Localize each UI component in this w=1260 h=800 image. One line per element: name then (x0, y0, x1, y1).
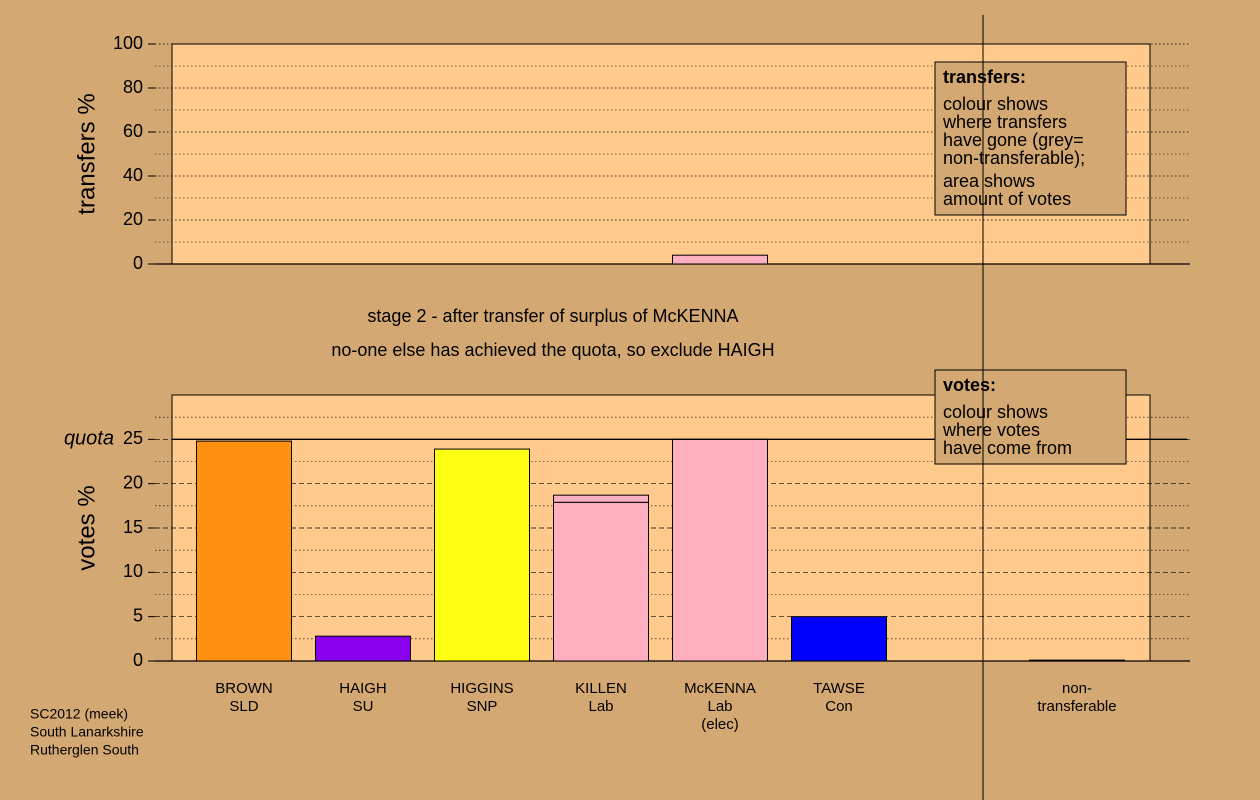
note-text: colour shows (943, 402, 1048, 422)
note-text: have gone (grey= (943, 130, 1084, 150)
bar (315, 635, 411, 662)
x-tick-label: McKENNA (684, 680, 756, 697)
x-tick-label: non- (1062, 680, 1092, 697)
x-tick-label: Lab (588, 698, 613, 715)
y-tick-label: 0 (133, 650, 143, 670)
note-text: colour shows (943, 94, 1048, 114)
y-tick-label: 20 (123, 472, 143, 492)
bar (553, 501, 649, 662)
y-tick-label: 80 (123, 77, 143, 97)
x-tick-label: HIGGINS (450, 680, 513, 697)
x-tick-label: SNP (467, 698, 498, 715)
bar (672, 254, 768, 265)
y-tick-label: 100 (113, 33, 143, 53)
subtitle: no-one else has achieved the quota, so e… (331, 340, 774, 360)
y-tick-label: 25 (123, 428, 143, 448)
x-tick-label: (elec) (701, 716, 739, 733)
y-tick-label: 60 (123, 121, 143, 141)
bar (553, 494, 649, 503)
bar (1029, 659, 1125, 662)
y-axis-title: votes % (73, 485, 100, 570)
bar (672, 438, 768, 662)
note-text: non-transferable); (943, 148, 1085, 168)
x-tick-label: BROWN (215, 680, 273, 697)
y-tick-label: 40 (123, 165, 143, 185)
x-tick-label: SLD (229, 698, 258, 715)
note-text: have come from (943, 438, 1072, 458)
source: South Lanarkshire (30, 724, 144, 740)
source: SC2012 (meek) (30, 706, 128, 722)
bar (791, 616, 887, 662)
note-text: where votes (942, 420, 1040, 440)
x-tick-label: SU (353, 698, 374, 715)
y-tick-label: 5 (133, 605, 143, 625)
x-tick-label: transferable (1037, 698, 1116, 715)
y-tick-label: 15 (123, 517, 143, 537)
x-tick-label: HAIGH (339, 680, 387, 697)
quota-label: quota (64, 428, 114, 450)
source: Rutherglen South (30, 742, 139, 758)
y-tick-label: 20 (123, 209, 143, 229)
note-box (934, 369, 1127, 465)
y-tick-label: 0 (133, 253, 143, 273)
x-tick-label: Con (825, 698, 853, 715)
bar (196, 440, 292, 662)
note-text: amount of votes (943, 189, 1071, 209)
subtitle: stage 2 - after transfer of surplus of M… (367, 306, 738, 326)
x-tick-label: TAWSE (813, 680, 865, 697)
y-axis-title: transfers % (73, 93, 100, 214)
x-tick-label: KILLEN (575, 680, 627, 697)
note-title: transfers: (943, 67, 1026, 87)
x-tick-label: Lab (707, 698, 732, 715)
note-title: votes: (943, 375, 996, 395)
y-tick-label: 10 (123, 561, 143, 581)
note-text: where transfers (942, 112, 1067, 132)
note-box (934, 61, 1127, 216)
bar (434, 448, 530, 662)
note-text: area shows (943, 171, 1035, 191)
